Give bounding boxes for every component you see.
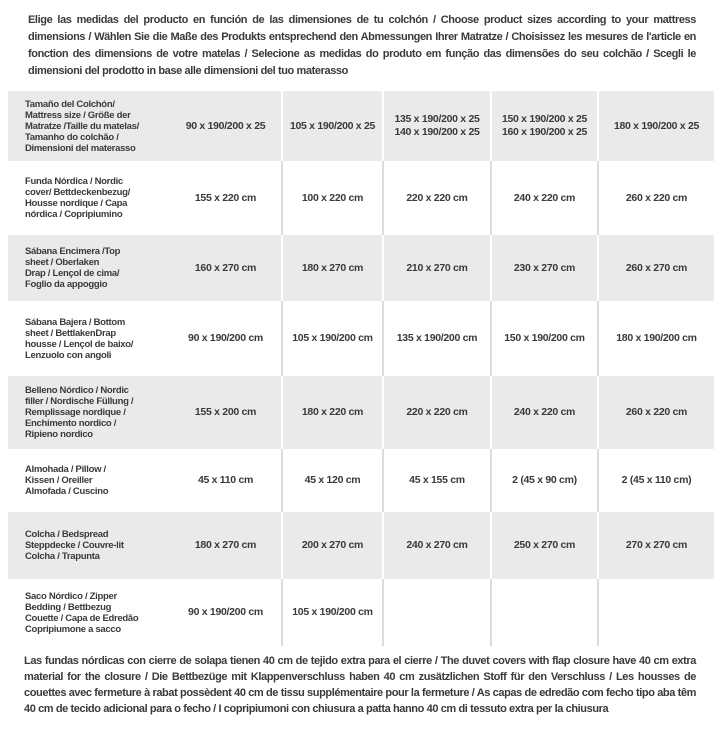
size-cell: 240 x 270 cm — [382, 512, 490, 579]
size-cell: 150 x 190/200 x 25 160 x 190/200 x 25 — [490, 91, 597, 161]
footnote-paragraph: Las fundas nórdicas con cierre de solapa… — [24, 655, 696, 715]
size-cell: 100 x 220 cm — [281, 161, 382, 235]
size-cell — [490, 579, 597, 646]
product-label-cell: Funda Nórdica / Nordic cover/ Bettdecken… — [25, 176, 131, 220]
size-cell: 45 x 110 cm — [197, 474, 254, 486]
size-cell: 260 x 220 cm — [597, 376, 714, 449]
size-cell: 90 x 190/200 x 25 — [185, 119, 266, 132]
size-cell: 220 x 220 cm — [382, 161, 490, 235]
size-cell: 2 (45 x 110 cm) — [597, 449, 714, 512]
size-cell: 180 x 270 cm — [281, 235, 382, 301]
size-cell: 260 x 270 cm — [597, 235, 714, 301]
size-cell: 90 x 190/200 cm — [188, 332, 263, 344]
size-cell: 90 x 190/200 cm — [188, 606, 263, 618]
table-row: Funda Nórdica / Nordic cover/ Bettdecken… — [8, 161, 714, 235]
size-cell: 260 x 220 cm — [597, 161, 714, 235]
size-cell: 155 x 220 cm — [194, 191, 257, 204]
size-cell: 220 x 220 cm — [382, 376, 490, 449]
size-cell: 135 x 190/200 cm — [382, 301, 490, 376]
size-cell: 105 x 190/200 cm — [281, 301, 382, 376]
table-row: Tamaño del Colchón/ Mattress size / Größ… — [8, 91, 714, 161]
size-cell: 240 x 220 cm — [490, 161, 597, 235]
product-label-cell: Sábana Encimera /Top sheet / Oberlaken D… — [25, 246, 121, 290]
size-cell: 45 x 120 cm — [281, 449, 382, 512]
table-row: Saco Nórdico / Zipper Bedding / Bettbezu… — [8, 579, 714, 646]
product-label-cell: Colcha / Bedspread Steppdecke / Couvre-l… — [25, 529, 124, 562]
intro-paragraph: Elige las medidas del producto en funció… — [28, 14, 696, 77]
size-cell: 45 x 155 cm — [382, 449, 490, 512]
size-cell: 270 x 270 cm — [597, 512, 714, 579]
product-label-cell: Tamaño del Colchón/ Mattress size / Größ… — [25, 98, 139, 154]
size-cell: 180 x 270 cm — [194, 539, 257, 551]
size-cell: 230 x 270 cm — [490, 235, 597, 301]
product-label-cell: Belleno Nórdico / Nordic filler / Nordis… — [25, 385, 134, 440]
table-row: Sábana Bajera / Bottom sheet / Bettlaken… — [8, 301, 714, 376]
size-cell: 180 x 190/200 x 25 — [597, 91, 714, 161]
size-cell: 210 x 270 cm — [382, 235, 490, 301]
size-cell: 250 x 270 cm — [490, 512, 597, 579]
size-cell: 2 (45 x 90 cm) — [490, 449, 597, 512]
table-row: Belleno Nórdico / Nordic filler / Nordis… — [8, 376, 714, 449]
size-cell: 135 x 190/200 x 25 140 x 190/200 x 25 — [382, 91, 490, 161]
size-cell: 105 x 190/200 cm — [281, 579, 382, 646]
size-cell: 240 x 220 cm — [490, 376, 597, 449]
table-row: Almohada / Pillow / Kissen / Oreiller Al… — [8, 449, 714, 512]
size-cell: 180 x 220 cm — [281, 376, 382, 449]
size-cell — [597, 579, 714, 646]
table-row: Sábana Encimera /Top sheet / Oberlaken D… — [8, 235, 714, 301]
size-cell: 160 x 270 cm — [194, 261, 257, 274]
size-cell — [382, 579, 490, 646]
product-label-cell: Saco Nórdico / Zipper Bedding / Bettbezu… — [25, 590, 139, 635]
size-cell: 180 x 190/200 cm — [597, 301, 714, 376]
table-row: Colcha / Bedspread Steppdecke / Couvre-l… — [8, 512, 714, 579]
product-label-cell: Almohada / Pillow / Kissen / Oreiller Al… — [25, 464, 109, 497]
size-cell: 200 x 270 cm — [281, 512, 382, 579]
size-cell: 105 x 190/200 x 25 — [281, 91, 382, 161]
size-cell: 150 x 190/200 cm — [490, 301, 597, 376]
size-table: Tamaño del Colchón/ Mattress size / Größ… — [8, 91, 714, 646]
size-cell: 155 x 200 cm — [194, 406, 257, 418]
product-label-cell: Sábana Bajera / Bottom sheet / Bettlaken… — [25, 316, 134, 361]
